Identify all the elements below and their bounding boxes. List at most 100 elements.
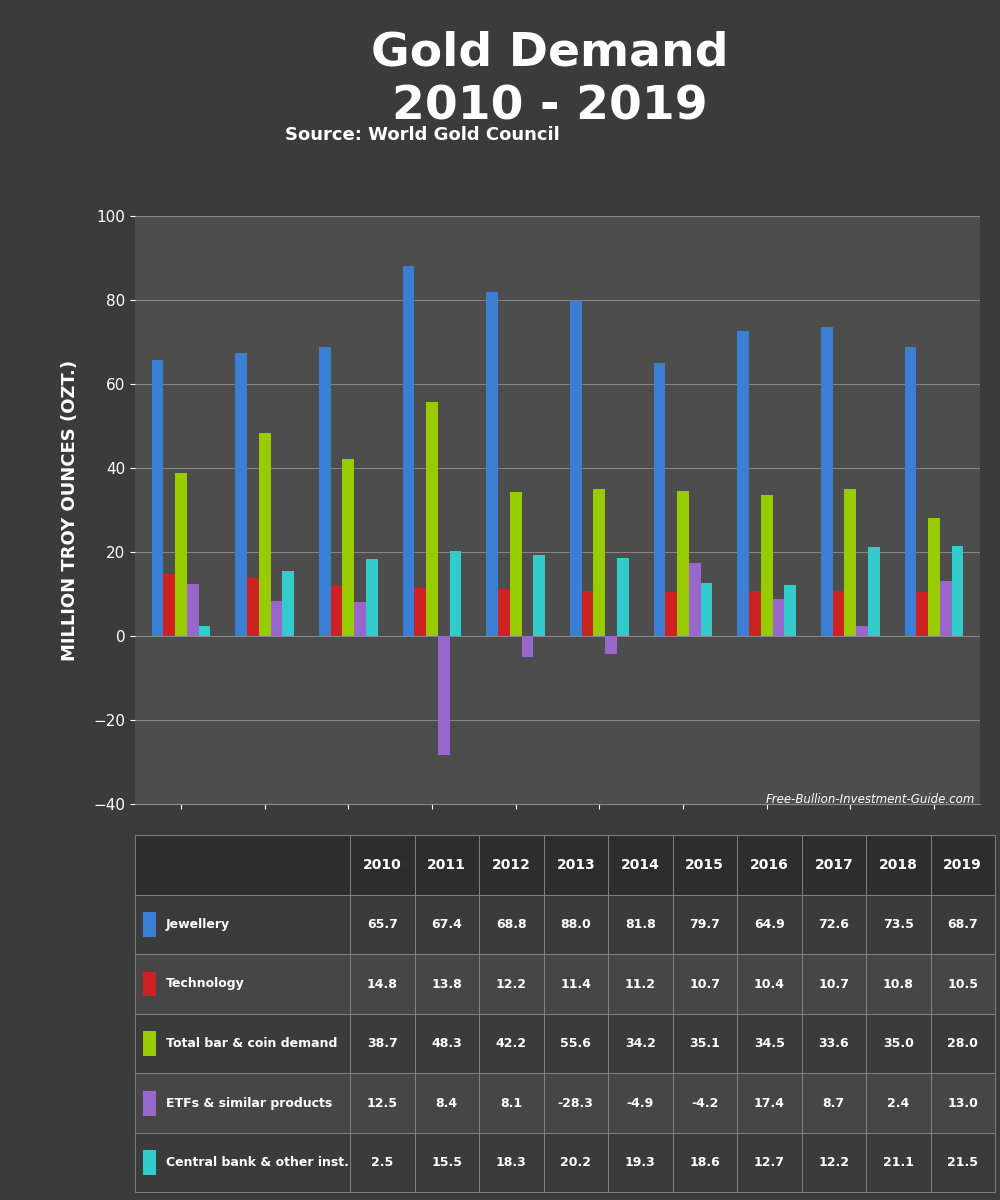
Bar bbox=[544, 1014, 608, 1073]
Text: 13.0: 13.0 bbox=[947, 1097, 978, 1110]
Bar bbox=[450, 551, 461, 636]
Bar bbox=[737, 1133, 802, 1193]
Text: 19.3: 19.3 bbox=[625, 1156, 656, 1169]
Bar bbox=[544, 895, 608, 954]
Text: 73.5: 73.5 bbox=[883, 918, 914, 931]
Text: 2010 - 2019: 2010 - 2019 bbox=[392, 84, 708, 128]
Text: Total bar & coin demand: Total bar & coin demand bbox=[166, 1037, 337, 1050]
Text: 2018: 2018 bbox=[879, 858, 918, 872]
Bar bbox=[802, 1133, 866, 1193]
Bar bbox=[593, 488, 605, 636]
Bar bbox=[930, 895, 995, 954]
Bar bbox=[802, 1014, 866, 1073]
Text: -4.9: -4.9 bbox=[627, 1097, 654, 1110]
Bar bbox=[672, 895, 737, 954]
Bar bbox=[677, 491, 689, 636]
Text: 67.4: 67.4 bbox=[431, 918, 462, 931]
Text: 8.1: 8.1 bbox=[500, 1097, 522, 1110]
Text: 11.2: 11.2 bbox=[625, 978, 656, 990]
Text: 11.4: 11.4 bbox=[560, 978, 591, 990]
Bar bbox=[608, 835, 672, 895]
Text: 2010: 2010 bbox=[363, 858, 402, 872]
Bar bbox=[940, 581, 952, 636]
Text: 10.4: 10.4 bbox=[754, 978, 785, 990]
Bar bbox=[135, 1014, 350, 1073]
Bar bbox=[821, 328, 833, 636]
Bar bbox=[415, 954, 479, 1014]
Bar bbox=[533, 554, 545, 636]
Bar bbox=[414, 588, 426, 636]
Text: 88.0: 88.0 bbox=[560, 918, 591, 931]
Text: 10.7: 10.7 bbox=[818, 978, 849, 990]
Bar bbox=[282, 571, 294, 636]
Text: 28.0: 28.0 bbox=[947, 1037, 978, 1050]
Text: 42.2: 42.2 bbox=[496, 1037, 527, 1050]
Bar bbox=[319, 347, 331, 636]
Text: 2013: 2013 bbox=[556, 858, 595, 872]
Bar bbox=[928, 518, 940, 636]
Bar bbox=[426, 402, 438, 636]
Bar bbox=[689, 563, 701, 636]
Bar bbox=[331, 584, 342, 636]
Bar bbox=[544, 954, 608, 1014]
Bar bbox=[605, 636, 617, 654]
Bar bbox=[350, 954, 415, 1014]
Bar bbox=[570, 301, 582, 636]
Bar bbox=[143, 1031, 156, 1056]
Bar bbox=[259, 433, 271, 636]
Bar bbox=[479, 1073, 544, 1133]
Text: 10.5: 10.5 bbox=[947, 978, 978, 990]
Text: 68.8: 68.8 bbox=[496, 918, 527, 931]
Bar bbox=[672, 1014, 737, 1073]
Bar bbox=[930, 1014, 995, 1073]
Text: 12.2: 12.2 bbox=[496, 978, 527, 990]
Text: 55.6: 55.6 bbox=[560, 1037, 591, 1050]
Bar bbox=[672, 954, 737, 1014]
Text: 21.1: 21.1 bbox=[883, 1156, 914, 1169]
Bar bbox=[350, 1133, 415, 1193]
Bar bbox=[415, 1133, 479, 1193]
Text: Jewellery: Jewellery bbox=[166, 918, 230, 931]
Bar bbox=[350, 835, 415, 895]
Bar bbox=[737, 1073, 802, 1133]
Bar bbox=[235, 353, 247, 636]
Bar bbox=[866, 1014, 930, 1073]
Bar bbox=[672, 1133, 737, 1193]
Bar bbox=[199, 625, 210, 636]
Text: Free-Bullion-Investment-Guide.com: Free-Bullion-Investment-Guide.com bbox=[766, 793, 975, 806]
Bar bbox=[135, 954, 350, 1014]
Bar bbox=[350, 895, 415, 954]
Bar bbox=[415, 895, 479, 954]
Bar bbox=[784, 584, 796, 636]
Bar bbox=[866, 1133, 930, 1193]
Bar bbox=[135, 835, 350, 895]
Bar bbox=[582, 592, 593, 636]
Bar bbox=[608, 1014, 672, 1073]
Bar bbox=[802, 954, 866, 1014]
Text: 10.7: 10.7 bbox=[689, 978, 720, 990]
Bar bbox=[366, 559, 378, 636]
Text: -4.2: -4.2 bbox=[691, 1097, 718, 1110]
Text: 35.1: 35.1 bbox=[689, 1037, 720, 1050]
Text: 79.7: 79.7 bbox=[689, 918, 720, 931]
Text: 15.5: 15.5 bbox=[431, 1156, 462, 1169]
Bar bbox=[479, 895, 544, 954]
Text: 21.5: 21.5 bbox=[947, 1156, 978, 1169]
Bar bbox=[833, 590, 844, 636]
Bar bbox=[737, 895, 802, 954]
Bar bbox=[930, 835, 995, 895]
Bar bbox=[135, 895, 350, 954]
Text: 2.5: 2.5 bbox=[371, 1156, 393, 1169]
Text: 33.6: 33.6 bbox=[818, 1037, 849, 1050]
Bar bbox=[143, 1091, 156, 1116]
Text: Source: World Gold Council: Source: World Gold Council bbox=[285, 126, 560, 144]
Text: 2015: 2015 bbox=[685, 858, 724, 872]
Bar bbox=[672, 835, 737, 895]
Y-axis label: MILLION TROY OUNCES (OZT.): MILLION TROY OUNCES (OZT.) bbox=[61, 360, 79, 660]
Bar bbox=[866, 1073, 930, 1133]
Bar bbox=[415, 1014, 479, 1073]
Bar bbox=[737, 954, 802, 1014]
Text: 72.6: 72.6 bbox=[818, 918, 849, 931]
Text: 17.4: 17.4 bbox=[754, 1097, 785, 1110]
Text: 2016: 2016 bbox=[750, 858, 789, 872]
